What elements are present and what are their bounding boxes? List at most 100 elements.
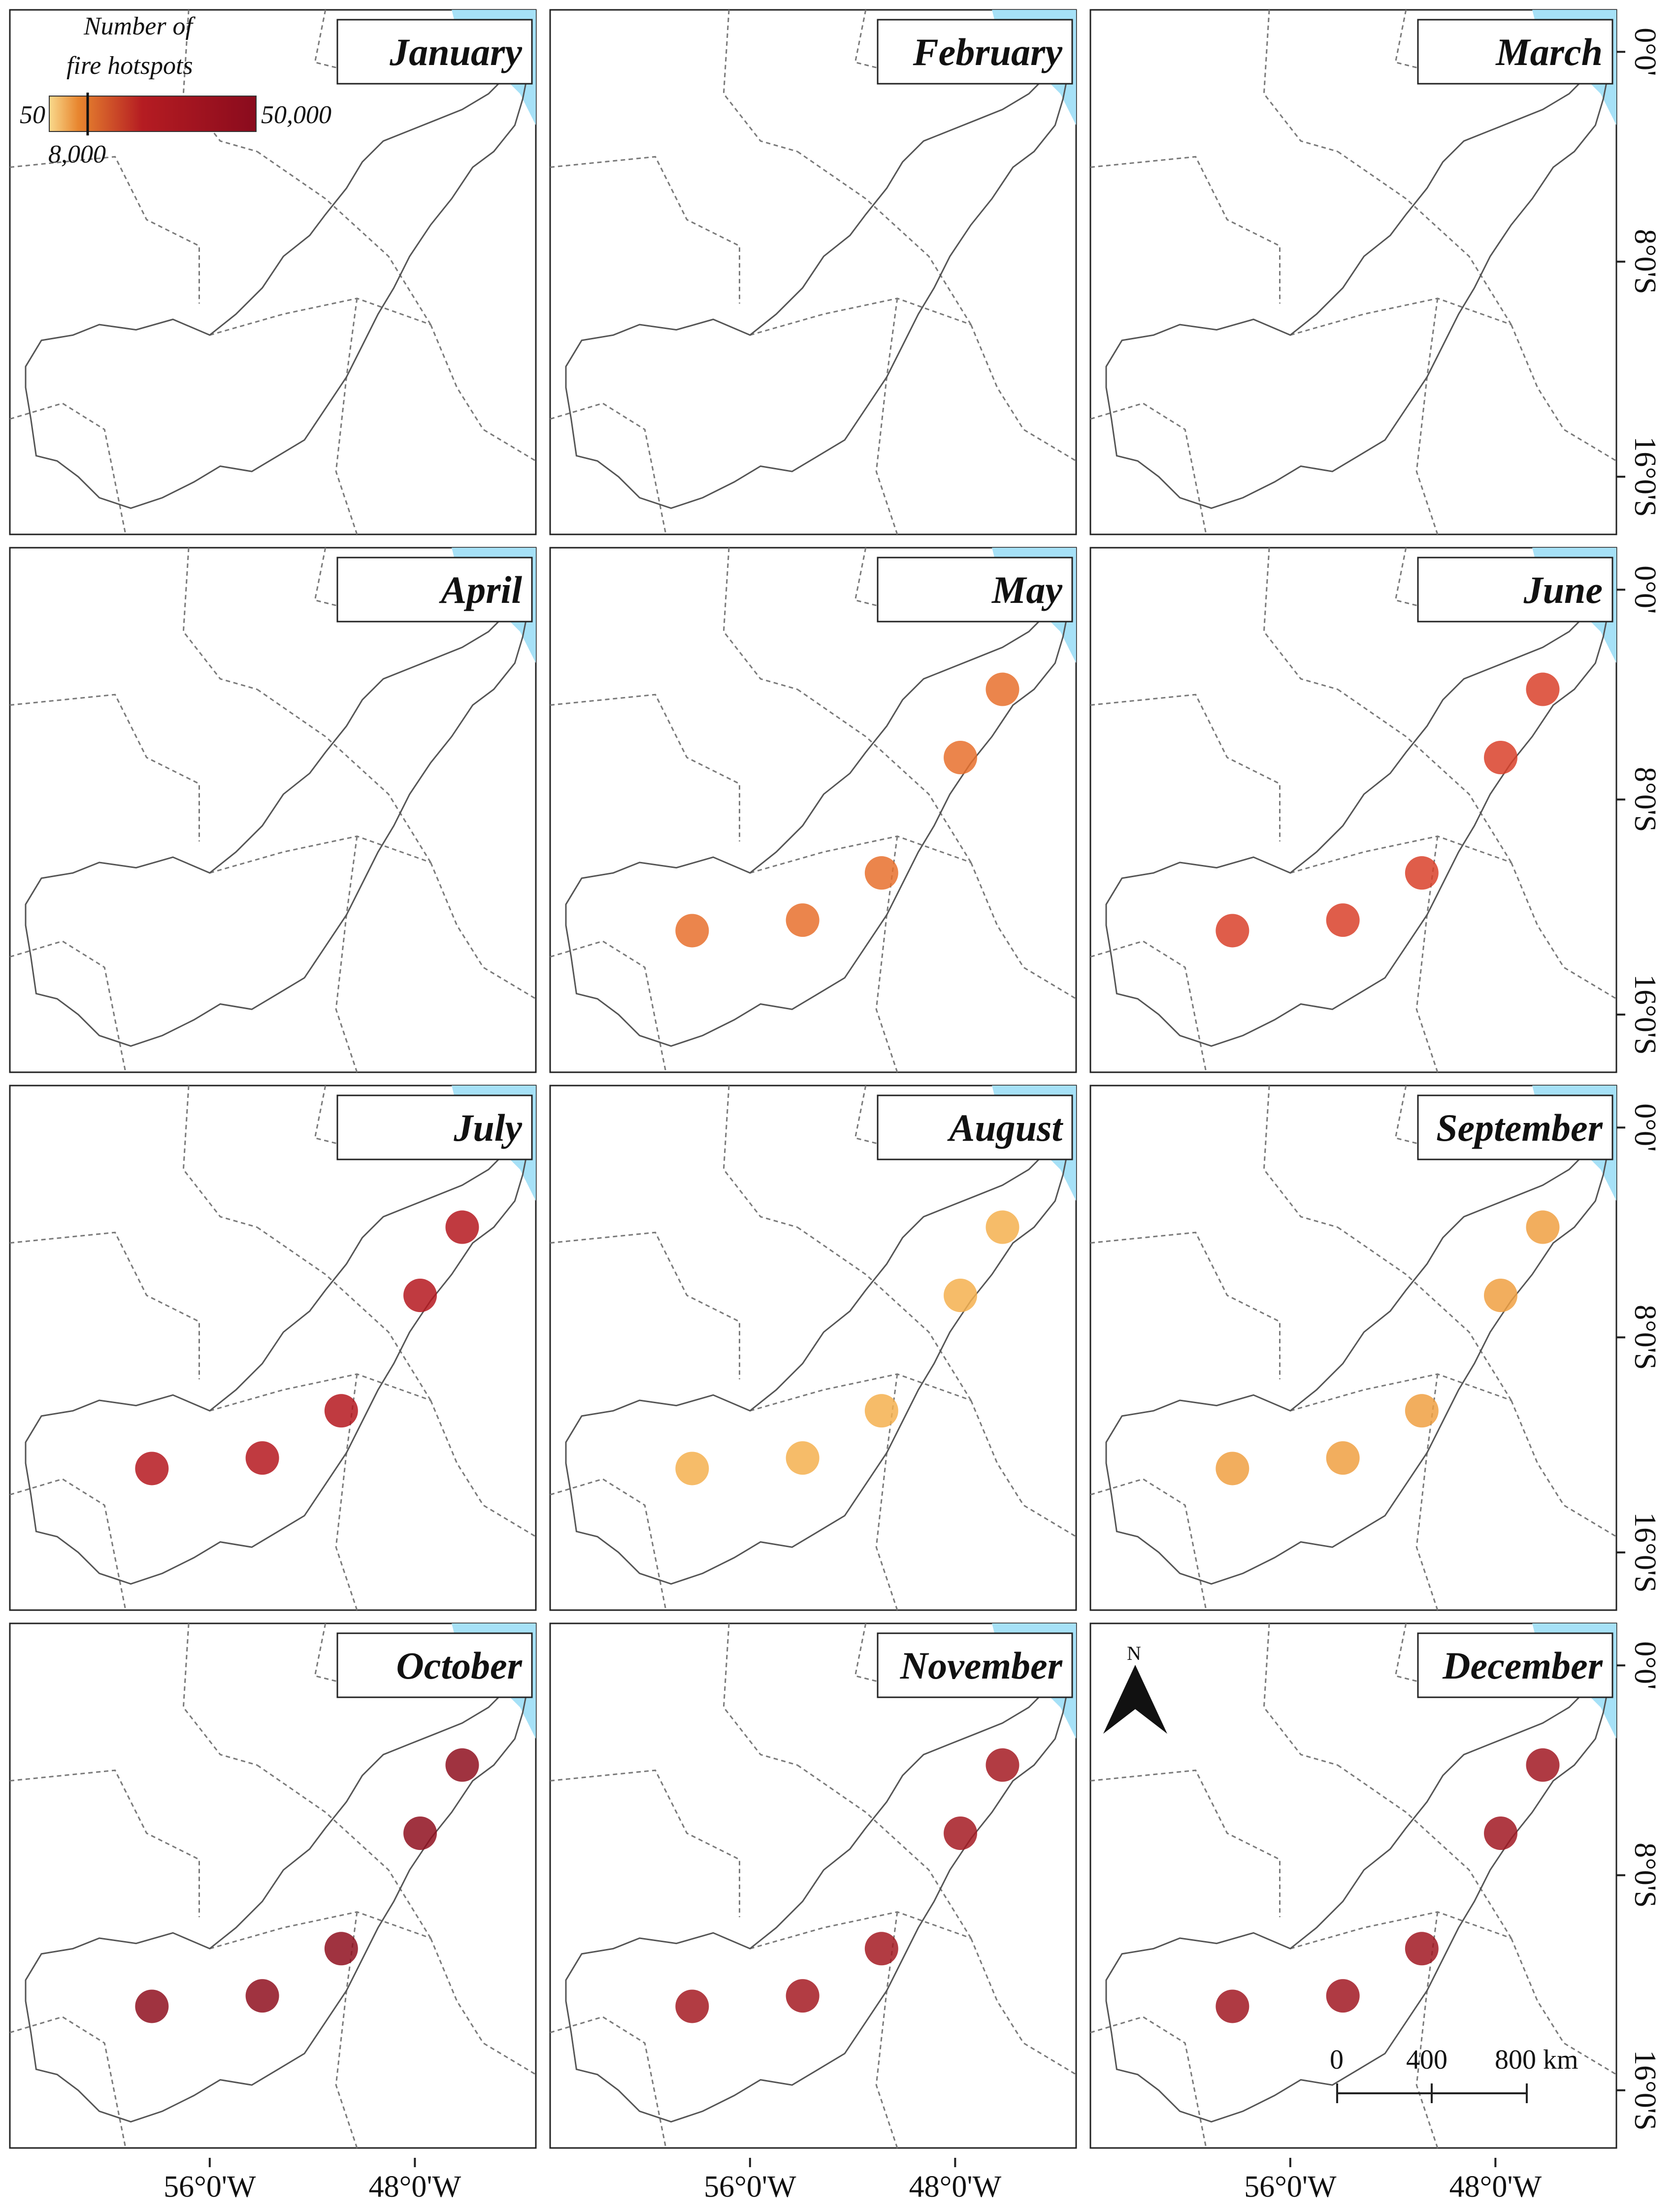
panel-title: June [1417,557,1613,623]
study-region [25,72,529,509]
month-title: September [1436,1106,1603,1149]
state-border [1290,835,1512,874]
lon-label: 48°0'W [1449,2170,1542,2204]
state-border [9,1231,200,1380]
lat-label: 0°0' [1628,565,1662,614]
hotspot-cluster [1526,1210,1560,1244]
state-border [723,547,798,690]
panel-title: August [877,1094,1073,1160]
state-border [750,835,971,874]
state-border [1090,1478,1207,1611]
title-box [336,19,533,85]
month-title: February [913,31,1063,73]
title-box [877,1632,1073,1698]
state-border [1337,151,1512,325]
state-border [1511,1400,1617,1538]
hotspot-cluster [1326,1441,1360,1475]
hotspot-cluster [324,1932,358,1966]
hotspot-cluster [944,1816,978,1850]
hotspot-cluster [1484,1816,1518,1850]
state-border [550,402,667,535]
state-border [9,1478,127,1611]
state-border [550,940,667,1073]
north-arrow: N [1103,1642,1167,1734]
study-region [1105,1148,1610,1585]
hotspot-cluster [1526,1748,1560,1782]
state-border [257,1764,431,1939]
scale-label-400: 400 [1406,2045,1447,2075]
north-label: N [1127,1642,1141,1664]
state-border [257,1226,431,1401]
hotspot-cluster [986,1210,1019,1244]
panel-title: November [877,1632,1073,1698]
lon-label: 56°0'W [164,2170,256,2204]
title-box [336,557,533,623]
hotspot-cluster [944,1279,978,1312]
hotspot-cluster [445,1210,479,1244]
panel-title: March [1417,19,1613,85]
hotspot-cluster [403,1816,437,1850]
hotspot-cluster [1484,1279,1518,1312]
hotspot-cluster [675,914,709,948]
month-title: March [1495,31,1603,73]
state-border [797,151,972,325]
lon-label: 48°0'W [909,2170,1002,2204]
state-border [550,1769,740,1917]
hotspot-cluster [324,1394,358,1428]
month-title: October [396,1644,522,1687]
map-panel-may: May [549,547,1077,1073]
panel-title: October [336,1632,533,1698]
state-border [1090,2016,1207,2148]
hotspot-cluster [1484,741,1518,774]
state-border [1290,297,1512,336]
title-box [877,1094,1073,1160]
state-border [797,1226,972,1401]
hotspot-cluster [786,903,820,937]
state-border [1090,402,1207,535]
state-border [550,156,740,304]
month-title: July [453,1106,522,1149]
state-border [970,1938,1077,2076]
title-box [336,1632,533,1698]
legend-title-line2: fire hotspots [66,52,193,80]
scale-label-0: 0 [1330,2045,1344,2075]
lat-label: 8°0'S [1628,1305,1662,1370]
hotspot-cluster [1326,1979,1360,2013]
month-title: December [1442,1644,1603,1687]
state-border [1263,547,1338,690]
state-border [875,298,898,535]
hotspot-cluster [1405,1394,1439,1428]
map-panel-december: December [1089,1622,1617,2149]
title-box [1417,1094,1613,1160]
state-border [797,689,972,863]
north-arrow-right-icon [1135,1665,1167,1734]
state-border [1290,1373,1512,1412]
north-arrow-left-icon [1103,1665,1135,1734]
month-title: November [900,1644,1063,1687]
longitude-axis: 56°0'W 48°0'W 56°0'W 48°0'W 56°0'W 48°0'W [164,2158,1542,2204]
hotspot-cluster [1405,856,1439,890]
study-region [1105,72,1610,509]
state-border [1090,1231,1281,1380]
hotspot-cluster [1526,672,1560,706]
map-panel-january: January [9,9,537,535]
hotspot-cluster [1216,1452,1249,1486]
hotspot-cluster [675,1452,709,1486]
panel-title: February [877,19,1073,85]
state-border [723,1085,798,1228]
state-border [550,1478,667,1611]
hotspot-cluster [1405,1932,1439,1966]
state-border [1511,862,1617,1000]
state-border [9,2016,127,2148]
lat-label: 16°0'S [1628,436,1662,517]
hotspot-cluster [986,1748,1019,1782]
lat-label: 0°0' [1628,1103,1662,1152]
state-border [430,324,536,462]
map-panel-september: September [1089,1085,1617,1611]
hotspot-cluster [786,1979,820,2013]
study-region [25,1148,529,1585]
lon-label: 56°0'W [704,2170,796,2204]
state-border [1290,1911,1512,1949]
hotspot-cluster [135,1452,169,1486]
state-border [9,693,200,842]
